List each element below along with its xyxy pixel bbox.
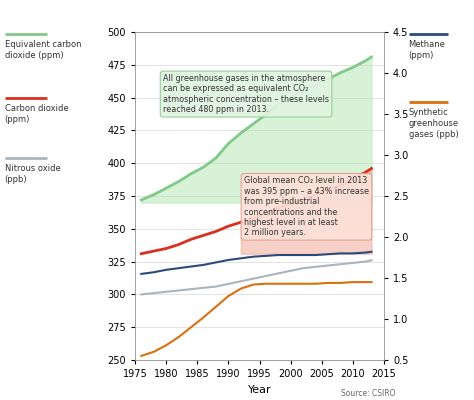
Text: Global mean CO₂ level in 2013
was 395 ppm – a 43% increase
from pre-industrial
c: Global mean CO₂ level in 2013 was 395 pp… bbox=[244, 176, 369, 237]
Text: Carbon dioxide
(ppm): Carbon dioxide (ppm) bbox=[5, 104, 68, 124]
Text: Synthetic
greenhouse
gases (ppb): Synthetic greenhouse gases (ppb) bbox=[409, 108, 459, 139]
Text: Source: CSIRO: Source: CSIRO bbox=[341, 389, 396, 398]
Text: Nitrous oxide
(ppb): Nitrous oxide (ppb) bbox=[5, 164, 61, 184]
Text: All greenhouse gases in the atmosphere
can be expressed as equivalent CO₂
atmosp: All greenhouse gases in the atmosphere c… bbox=[163, 74, 329, 114]
X-axis label: Year: Year bbox=[248, 384, 271, 394]
Text: Methane
(ppm): Methane (ppm) bbox=[409, 40, 446, 60]
Text: Equivalent carbon
dioxide (ppm): Equivalent carbon dioxide (ppm) bbox=[5, 40, 81, 60]
